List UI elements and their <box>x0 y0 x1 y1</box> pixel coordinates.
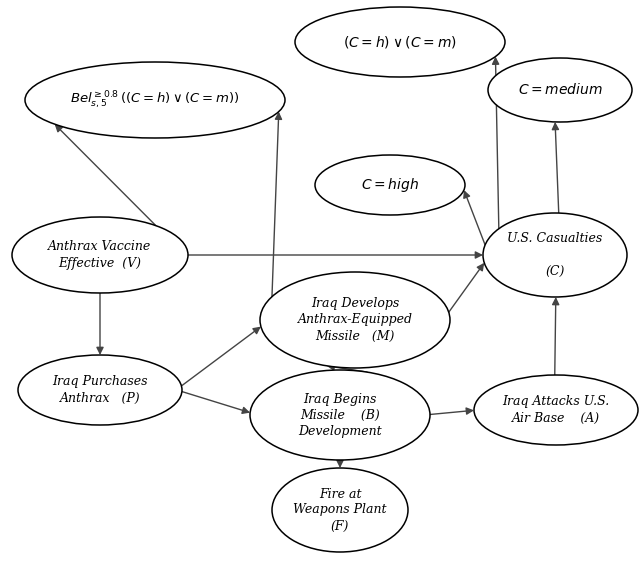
Text: Iraq Begins
Missile    (B)
Development: Iraq Begins Missile (B) Development <box>298 393 382 438</box>
Text: Iraq Attacks U.S.
Air Base    (A): Iraq Attacks U.S. Air Base (A) <box>502 396 610 424</box>
Text: $C = high$: $C = high$ <box>361 176 419 194</box>
Ellipse shape <box>272 468 408 552</box>
Ellipse shape <box>295 7 505 77</box>
Ellipse shape <box>260 272 450 368</box>
Ellipse shape <box>25 62 285 138</box>
Text: Iraq Develops
Anthrax-Equipped
Missile   (M): Iraq Develops Anthrax-Equipped Missile (… <box>298 297 413 343</box>
Ellipse shape <box>12 217 188 293</box>
Text: $Bel_{s,5}^{\geq 0.8}\,((C=h) \vee (C=m))$: $Bel_{s,5}^{\geq 0.8}\,((C=h) \vee (C=m)… <box>70 89 239 111</box>
Ellipse shape <box>474 375 638 445</box>
Ellipse shape <box>315 155 465 215</box>
Text: U.S. Casualties

(C): U.S. Casualties (C) <box>508 232 603 278</box>
Text: Anthrax Vaccine
Effective  (V): Anthrax Vaccine Effective (V) <box>49 240 152 270</box>
Text: $(C = h) \vee (C = m)$: $(C = h) \vee (C = m)$ <box>343 34 457 50</box>
Ellipse shape <box>250 370 430 460</box>
Ellipse shape <box>18 355 182 425</box>
Text: $C = medium$: $C = medium$ <box>518 82 602 98</box>
Ellipse shape <box>488 58 632 122</box>
Ellipse shape <box>483 213 627 297</box>
Text: Fire at
Weapons Plant
(F): Fire at Weapons Plant (F) <box>293 488 387 532</box>
Text: Iraq Purchases
Anthrax   (P): Iraq Purchases Anthrax (P) <box>52 375 148 404</box>
